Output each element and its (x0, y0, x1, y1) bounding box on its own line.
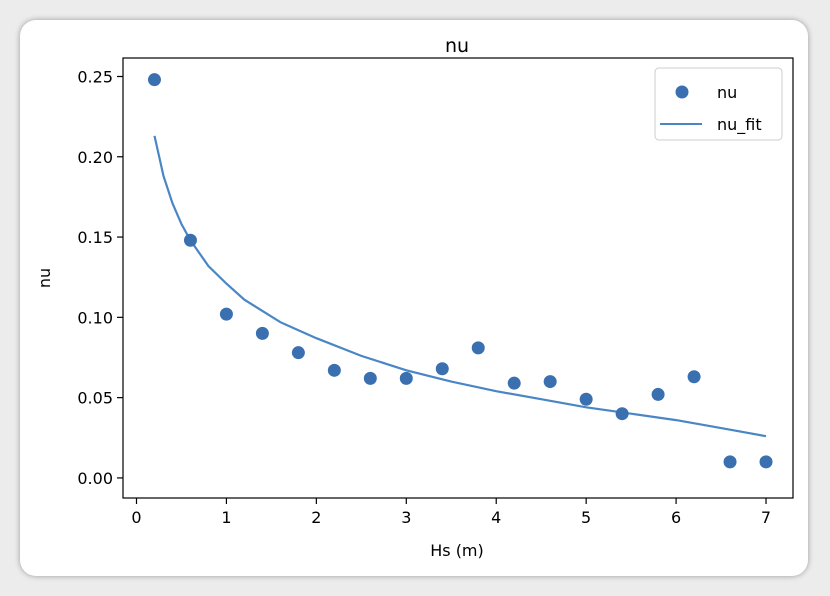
y-tick-label: 0.20 (77, 148, 113, 167)
y-axis-label: nu (35, 268, 54, 288)
legend-label-nu-fit: nu_fit (717, 115, 762, 135)
fit-line-layer (153, 135, 767, 438)
x-tick-label: 6 (671, 508, 681, 527)
scatter-point (543, 375, 557, 389)
scatter-point (723, 455, 737, 469)
legend-label-nu: nu (717, 83, 737, 102)
x-tick-label: 4 (491, 508, 501, 527)
scatter-point (507, 376, 521, 390)
scatter-point (651, 387, 665, 401)
fit-line (153, 135, 767, 438)
y-tick-label: 0.25 (77, 67, 113, 86)
scatter-point (687, 370, 701, 384)
scatter-point (327, 363, 341, 377)
plot-frame (122, 57, 794, 499)
chart-svg: nu 0 1 2 3 4 5 6 7 0.00 0.05 0.10 0.15 0.20 0.25 Hs … (35, 35, 794, 560)
x-tick-label: 3 (401, 508, 411, 527)
y-tick-label: 0.10 (77, 308, 113, 327)
chart-card: nu 0 1 2 3 4 5 6 7 0.00 0.05 0.10 0.15 0.20 0.25 Hs … (20, 20, 808, 576)
x-tick-label: 0 (131, 508, 141, 527)
scatter-point (759, 455, 773, 469)
scatter-point (363, 371, 377, 385)
chart-title: nu (445, 35, 469, 57)
y-tick-label: 0.15 (77, 228, 113, 247)
scatter-point (471, 341, 485, 355)
scatter-point (255, 326, 269, 340)
scatter-points-layer (147, 73, 773, 469)
scatter-point (291, 346, 305, 360)
legend: nu nu_fit (654, 67, 783, 141)
scatter-point (183, 233, 197, 247)
x-tick-label: 5 (581, 508, 591, 527)
y-tick-label: 0.00 (77, 469, 113, 488)
scatter-point (219, 307, 233, 321)
scatter-point (615, 407, 629, 421)
legend-scatter-marker (675, 85, 689, 99)
scatter-point (435, 362, 449, 376)
x-axis-ticks: 0 1 2 3 4 5 6 7 (131, 498, 771, 527)
x-axis-label: Hs (m) (430, 541, 484, 560)
scatter-point (399, 371, 413, 385)
x-tick-label: 1 (221, 508, 231, 527)
scatter-point (579, 392, 593, 406)
y-tick-label: 0.05 (77, 389, 113, 408)
legend-box (654, 67, 783, 141)
x-tick-label: 7 (761, 508, 771, 527)
y-axis-ticks: 0.00 0.05 0.10 0.15 0.20 0.25 (77, 67, 123, 488)
scatter-point (147, 73, 161, 87)
x-tick-label: 2 (311, 508, 321, 527)
